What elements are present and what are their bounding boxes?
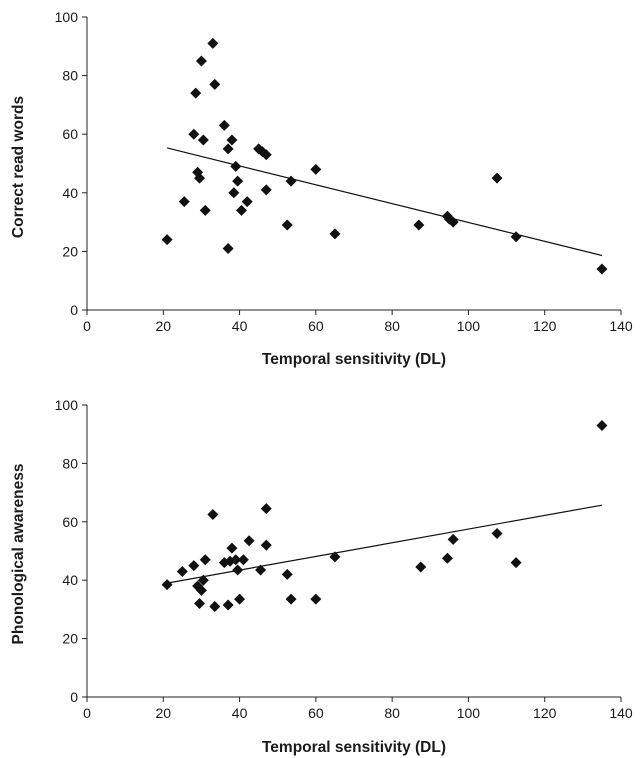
data-point xyxy=(197,574,209,586)
data-point xyxy=(281,219,293,231)
data-point xyxy=(228,187,240,199)
y-tick-label: 60 xyxy=(62,514,78,530)
data-point xyxy=(218,119,230,131)
x-axis-title: Temporal sensitivity (DL) xyxy=(262,351,446,368)
data-point xyxy=(161,234,173,246)
data-point xyxy=(234,593,246,605)
data-point xyxy=(310,593,322,605)
data-point xyxy=(195,584,207,596)
data-point xyxy=(329,551,341,563)
data-point xyxy=(230,554,242,566)
data-point xyxy=(232,564,244,576)
y-axis-title: Phonological awareness xyxy=(10,464,27,645)
x-tick-label: 20 xyxy=(155,705,171,721)
data-point xyxy=(243,535,255,547)
data-point xyxy=(232,175,244,187)
data-point xyxy=(161,579,173,591)
data-point xyxy=(596,263,608,275)
data-point xyxy=(222,242,234,254)
data-point xyxy=(413,219,425,231)
data-point xyxy=(310,163,322,175)
data-point xyxy=(441,552,453,564)
data-point xyxy=(178,196,190,208)
y-tick-label: 0 xyxy=(70,689,78,705)
data-point xyxy=(176,565,188,577)
y-tick-label: 40 xyxy=(62,572,78,588)
data-point xyxy=(222,143,234,155)
data-point xyxy=(596,419,608,431)
data-point xyxy=(190,87,202,99)
x-tick-label: 80 xyxy=(384,318,400,334)
x-tick-label: 60 xyxy=(308,705,324,721)
y-tick-label: 100 xyxy=(55,9,79,25)
y-tick-label: 100 xyxy=(55,397,79,413)
x-tick-label: 0 xyxy=(83,705,91,721)
y-tick-label: 20 xyxy=(62,243,78,259)
data-point xyxy=(447,533,459,545)
data-point xyxy=(260,149,272,161)
data-point xyxy=(226,542,238,554)
data-point xyxy=(447,216,459,228)
data-point xyxy=(260,539,272,551)
data-point xyxy=(285,593,297,605)
x-tick-label: 40 xyxy=(232,318,248,334)
data-point xyxy=(199,204,211,216)
data-point xyxy=(237,554,249,566)
x-axis-title: Temporal sensitivity (DL) xyxy=(262,739,446,756)
x-tick-label: 100 xyxy=(457,318,481,334)
data-point xyxy=(235,204,247,216)
y-tick-label: 20 xyxy=(62,631,78,647)
data-point xyxy=(194,172,206,184)
y-tick-label: 60 xyxy=(62,126,78,142)
chart-correct-read-words: Correct read words Temporal sensitivity … xyxy=(10,9,633,368)
y-tick-label: 80 xyxy=(62,455,78,471)
chart-phonological-awareness: Phonological awareness Temporal sensitiv… xyxy=(10,397,633,756)
data-point xyxy=(491,172,503,184)
data-point xyxy=(199,554,211,566)
data-point xyxy=(260,184,272,196)
data-point xyxy=(226,134,238,146)
y-tick-label: 80 xyxy=(62,68,78,84)
data-point xyxy=(195,55,207,67)
x-tick-label: 40 xyxy=(232,705,248,721)
data-point xyxy=(255,564,267,576)
x-tick-label: 120 xyxy=(533,705,557,721)
y-tick-label: 40 xyxy=(62,185,78,201)
data-point xyxy=(209,600,221,612)
data-point xyxy=(260,503,272,515)
data-point xyxy=(281,568,293,580)
data-point xyxy=(197,134,209,146)
x-tick-label: 140 xyxy=(609,318,633,334)
x-tick-label: 100 xyxy=(457,705,481,721)
data-point xyxy=(207,37,219,49)
data-point xyxy=(188,560,200,572)
data-point xyxy=(285,175,297,187)
data-point xyxy=(415,561,427,573)
y-tick-label: 0 xyxy=(70,302,78,318)
x-tick-label: 60 xyxy=(308,318,324,334)
data-point xyxy=(491,527,503,539)
data-point xyxy=(222,599,234,611)
trend-line xyxy=(166,147,603,257)
data-point xyxy=(194,598,206,610)
data-point xyxy=(329,228,341,240)
y-axis-title: Correct read words xyxy=(10,96,27,238)
x-tick-label: 0 xyxy=(83,318,91,334)
x-tick-label: 120 xyxy=(533,318,557,334)
x-tick-label: 20 xyxy=(155,318,171,334)
data-point xyxy=(230,160,242,172)
data-point xyxy=(207,509,219,520)
data-point xyxy=(188,128,200,140)
data-point xyxy=(209,78,221,90)
data-point xyxy=(510,557,522,569)
data-point xyxy=(241,196,253,208)
x-tick-label: 80 xyxy=(384,705,400,721)
data-point xyxy=(510,231,522,243)
x-tick-label: 140 xyxy=(609,705,633,721)
